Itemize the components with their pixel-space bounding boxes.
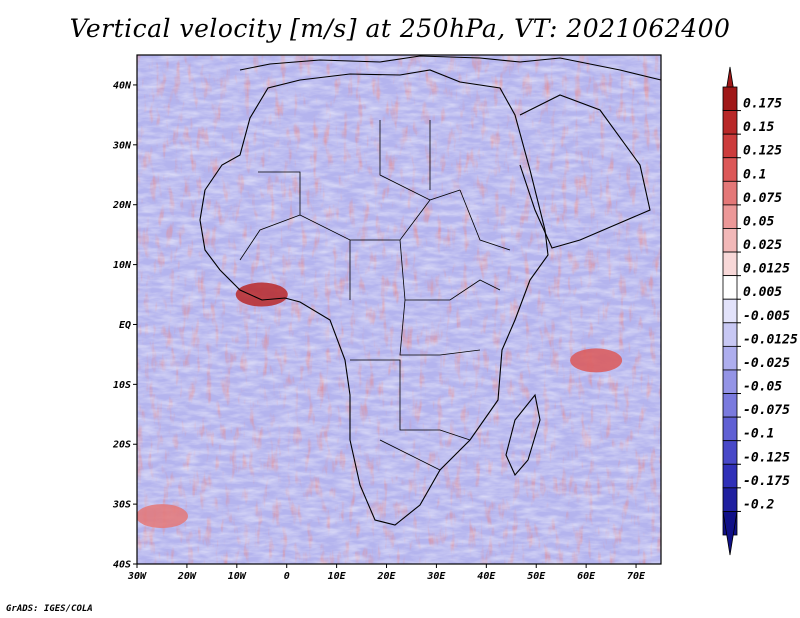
colorbar-swatch: [722, 228, 738, 253]
colorbar-swatch: [722, 133, 738, 159]
colorbar-swatch: [722, 157, 738, 182]
lon-tick-label: 60E: [577, 571, 596, 582]
colorbar-swatch: [722, 86, 738, 111]
colorbar-swatch: [722, 322, 738, 347]
vertical-velocity-field: [137, 55, 661, 564]
lat-tick-label: 20S: [112, 440, 131, 451]
lat-tick-label: 30S: [112, 500, 131, 511]
colorbar-swatch: [722, 298, 738, 324]
lon-tick-label: 30E: [426, 571, 446, 582]
europe-coast: [239, 55, 662, 81]
colorbar-swatch: [722, 251, 738, 277]
lat-tick-label: EQ: [119, 320, 131, 331]
grads-credit: GrADS: IGES/COLA: [6, 604, 93, 614]
colorbar-level-label: -0.05: [743, 380, 782, 395]
lon-tick-label: 20E: [376, 571, 396, 582]
lon-tick-label: 30W: [127, 571, 147, 582]
colorbar-level-label: 0.175: [743, 97, 782, 112]
lon-tick-label: 20W: [177, 571, 197, 582]
hotspot-south-atlantic: [137, 504, 188, 529]
colorbar-swatch: [722, 369, 738, 394]
colorbar-level-label: -0.2: [743, 497, 774, 512]
colorbar-swatch: [722, 110, 738, 135]
colorbar-swatch: [722, 204, 738, 229]
colorbar-level-label: 0.05: [743, 214, 774, 229]
lat-tick-label: 40S: [113, 560, 131, 571]
colorbar-level-label: -0.125: [743, 450, 790, 465]
colorbar-level-label: -0.075: [743, 403, 790, 418]
lon-tick-label: 0: [284, 571, 290, 582]
colorbar-swatch: [722, 463, 738, 489]
colorbar-level-label: 0.0125: [743, 262, 790, 277]
hotspot-gulf-of-guinea: [235, 282, 288, 307]
colorbar-level-label: 0.1: [743, 167, 766, 182]
chart-title: Vertical velocity [m/s] at 250hPa, VT: 2…: [69, 14, 731, 43]
colorbar-bottom-arrow: [722, 511, 738, 556]
colorbar-level-label: 0.075: [743, 191, 782, 206]
colorbar-level-label: 0.025: [743, 238, 782, 253]
colorbar-level-label: -0.025: [743, 356, 790, 371]
hotspot-indian-ocean: [570, 348, 623, 373]
lon-tick-label: 50E: [527, 571, 546, 582]
colorbar-swatch: [722, 393, 738, 418]
lon-tick-label: 10W: [228, 571, 247, 582]
colorbar-swatch: [722, 416, 738, 442]
colorbar: 0.175 0.15 0.125 0.1 0.075 0.05 0.025 0.0125 0.0…: [722, 66, 798, 556]
colorbar-level-label: 0.005: [743, 285, 782, 300]
lon-tick-label: 10E: [328, 571, 347, 582]
lat-tick-label: 30N: [112, 140, 132, 151]
latitude-axis: 40N 30N 20N 10N EQ 10S 20S 30S 40S: [112, 80, 137, 571]
colorbar-swatch: [722, 180, 738, 206]
colorbar-swatch: [722, 275, 738, 300]
madagascar-coast: [505, 393, 541, 477]
lat-tick-label: 10S: [113, 380, 131, 391]
map-frame: [136, 54, 662, 565]
colorbar-level-label: 0.125: [743, 144, 782, 159]
colorbar-swatch: [722, 345, 738, 371]
coastlines-and-borders: [199, 55, 662, 526]
colorbar-swatch: [722, 440, 738, 465]
colorbar-level-label: -0.005: [743, 309, 790, 324]
longitude-axis: 30W 20W 10W 0 10E 20E 30E 40E 50E 60E 70E: [127, 564, 646, 582]
arabian-peninsula: [519, 94, 651, 249]
colorbar-level-label: -0.175: [743, 474, 790, 489]
colorbar-level-label: 0.15: [743, 120, 774, 135]
lon-tick-label: 70E: [627, 571, 646, 582]
lat-tick-label: 20N: [112, 200, 132, 211]
africa-coastline: [199, 69, 549, 526]
internal-borders: [239, 120, 511, 471]
lat-tick-label: 40N: [113, 80, 132, 91]
colorbar-level-label: -0.1: [743, 427, 774, 442]
colorbar-level-label: -0.0125: [743, 332, 798, 347]
lat-tick-label: 10N: [113, 260, 132, 271]
colorbar-swatch: [722, 487, 738, 512]
lon-tick-label: 40E: [477, 571, 496, 582]
